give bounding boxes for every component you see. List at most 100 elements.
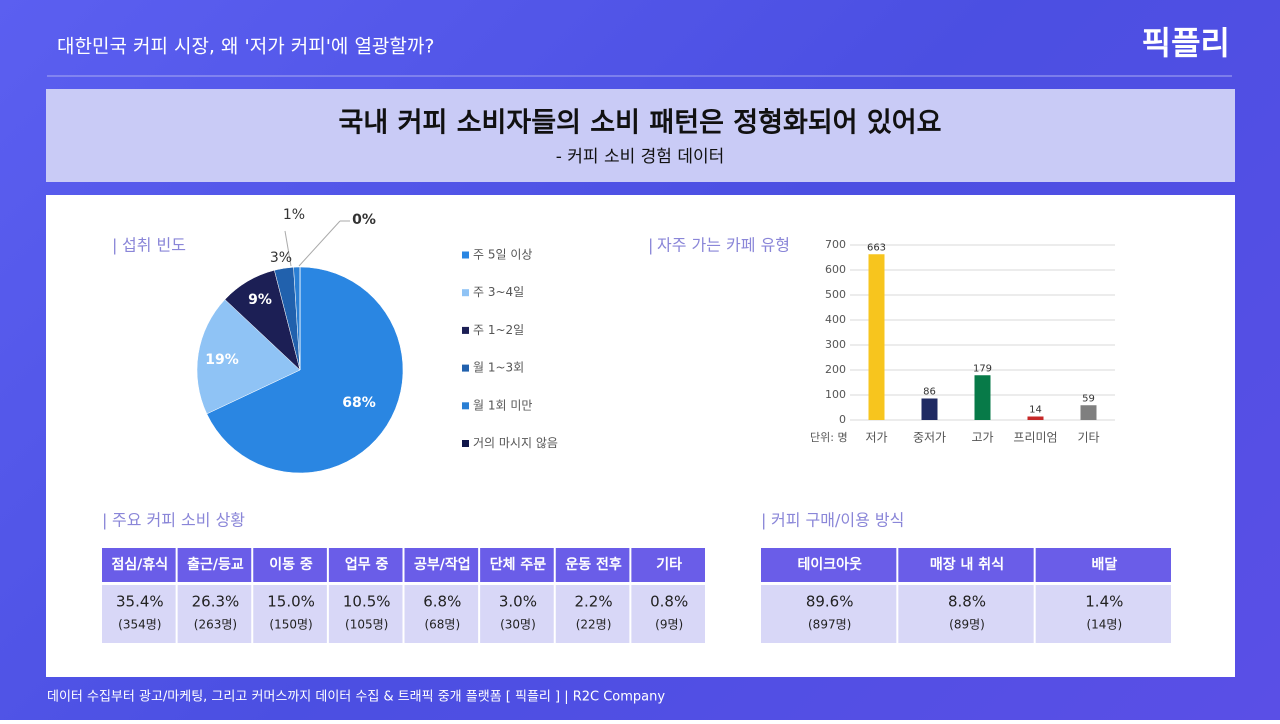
table-header: 점심/휴식 <box>111 556 168 573</box>
pie-label: 0% <box>352 212 376 228</box>
table-header: 운동 전후 <box>565 556 622 573</box>
table-cell: 26.3% <box>192 593 240 611</box>
bar-value: 663 <box>867 242 886 253</box>
legend-label: 월 1회 미만 <box>473 398 532 412</box>
y-tick-label: 300 <box>825 338 846 351</box>
table-cell: (150명) <box>269 618 312 632</box>
table-body-cell <box>253 585 327 643</box>
table-cell: (9명) <box>655 618 683 632</box>
table-header-cell <box>480 548 554 582</box>
bar <box>1027 416 1044 420</box>
bar <box>868 254 885 420</box>
bar-value: 179 <box>973 363 992 374</box>
table-header: 배달 <box>1091 557 1117 573</box>
table-cell: (354명) <box>118 618 161 632</box>
leader-line <box>298 220 341 267</box>
table-header-cell <box>898 548 1034 582</box>
table-body-cell <box>898 585 1034 643</box>
y-tick-label: 100 <box>825 388 846 401</box>
legend-swatch <box>462 440 469 447</box>
table-cell: 1.4% <box>1085 593 1123 611</box>
logo: 픽플리 <box>1142 24 1230 62</box>
table-body-cell <box>404 585 479 643</box>
table-cell: (68명) <box>424 618 460 632</box>
x-tick-label: 프리미엄 <box>1013 431 1057 445</box>
bar <box>1080 405 1097 420</box>
leader-line <box>284 230 292 267</box>
section-bar: | <box>648 236 653 255</box>
pie-label: 19% <box>205 352 239 368</box>
table-header-cell <box>404 548 479 582</box>
section-bar: | <box>102 511 107 530</box>
banner-title: 국내 커피 소비자들의 소비 패턴은 정형화되어 있어요 <box>339 108 942 139</box>
table-cell: (14명) <box>1086 618 1122 632</box>
legend-swatch <box>462 326 469 334</box>
legend-label: 주 3~4일 <box>473 285 524 299</box>
y-tick-label: 0 <box>839 413 846 426</box>
table-cell: (89명) <box>949 618 985 632</box>
y-tick-label: 600 <box>825 263 846 276</box>
table-body-cell <box>177 585 252 643</box>
x-tick-label: 저가 <box>865 431 887 445</box>
table-cell: 10.5% <box>343 593 391 611</box>
legend-swatch <box>462 364 469 372</box>
table-header: 업무 중 <box>345 557 389 573</box>
table-cell: 8.8% <box>948 593 986 611</box>
pie-label: 9% <box>248 292 272 308</box>
banner-subtitle: - 커피 소비 경험 데이터 <box>556 147 725 167</box>
bar <box>974 375 991 420</box>
header-title: 대한민국 커피 시장, 왜 '저가 커피'에 열광할까? <box>57 36 434 58</box>
legend-label: 거의 마시지 않음 <box>473 436 558 450</box>
pie-title: 섭취 빈도 <box>122 236 186 255</box>
table-header: 기타 <box>656 557 682 573</box>
table-header: 매장 내 취식 <box>930 556 1004 573</box>
table-header: 이동 중 <box>269 556 313 573</box>
pie-slice <box>206 266 404 474</box>
table-cell: (22명) <box>576 618 612 632</box>
table-header-cell <box>1035 548 1171 582</box>
table-header-cell <box>761 548 897 582</box>
unit-label: 단위: 명 <box>810 431 848 444</box>
table-header-cell <box>102 548 176 582</box>
table-body-cell <box>328 585 403 643</box>
table-cell: (897명) <box>808 618 851 632</box>
y-tick-label: 700 <box>825 238 846 251</box>
bar-value: 14 <box>1029 405 1042 416</box>
section-bar: | <box>761 511 766 530</box>
y-tick-label: 400 <box>825 313 846 326</box>
pie-label: 3% <box>270 250 292 266</box>
table-header-cell <box>631 548 705 582</box>
legend-swatch <box>462 251 469 259</box>
legend-label: 주 5일 이상 <box>473 248 532 262</box>
banner <box>46 89 1235 182</box>
y-tick-label: 200 <box>825 363 846 376</box>
table-cell: 3.0% <box>499 593 537 611</box>
bar <box>921 398 938 420</box>
table-header: 공부/작업 <box>414 556 471 573</box>
section-bar: | <box>112 236 117 255</box>
table-title: 주요 커피 소비 상황 <box>112 511 245 530</box>
legend-label: 주 1~2일 <box>473 323 524 337</box>
legend-swatch <box>462 289 469 297</box>
y-tick-label: 500 <box>825 288 846 301</box>
table-body-cell <box>1035 585 1171 643</box>
table-cell: (263명) <box>194 618 237 632</box>
bar-value: 59 <box>1082 393 1095 404</box>
table-header-cell <box>555 548 630 582</box>
footer: 데이터 수집부터 광고/마케팅, 그리고 커머스까지 데이터 수집 & 트래픽 … <box>47 690 665 705</box>
table-header-cell <box>177 548 252 582</box>
table-body-cell <box>631 585 705 643</box>
table-cell: 6.8% <box>423 593 461 611</box>
table-cell: 15.0% <box>267 593 315 611</box>
table-header: 출근/등교 <box>187 556 244 573</box>
table-cell: 2.2% <box>575 593 613 611</box>
legend-label: 월 1~3회 <box>473 361 524 375</box>
bar-value: 86 <box>923 387 936 398</box>
table-body-cell <box>761 585 897 643</box>
table-cell: 0.8% <box>650 593 688 611</box>
table-cell: (30명) <box>500 618 536 632</box>
pie-label: 68% <box>342 395 376 411</box>
table-header: 단체 주문 <box>490 556 547 573</box>
